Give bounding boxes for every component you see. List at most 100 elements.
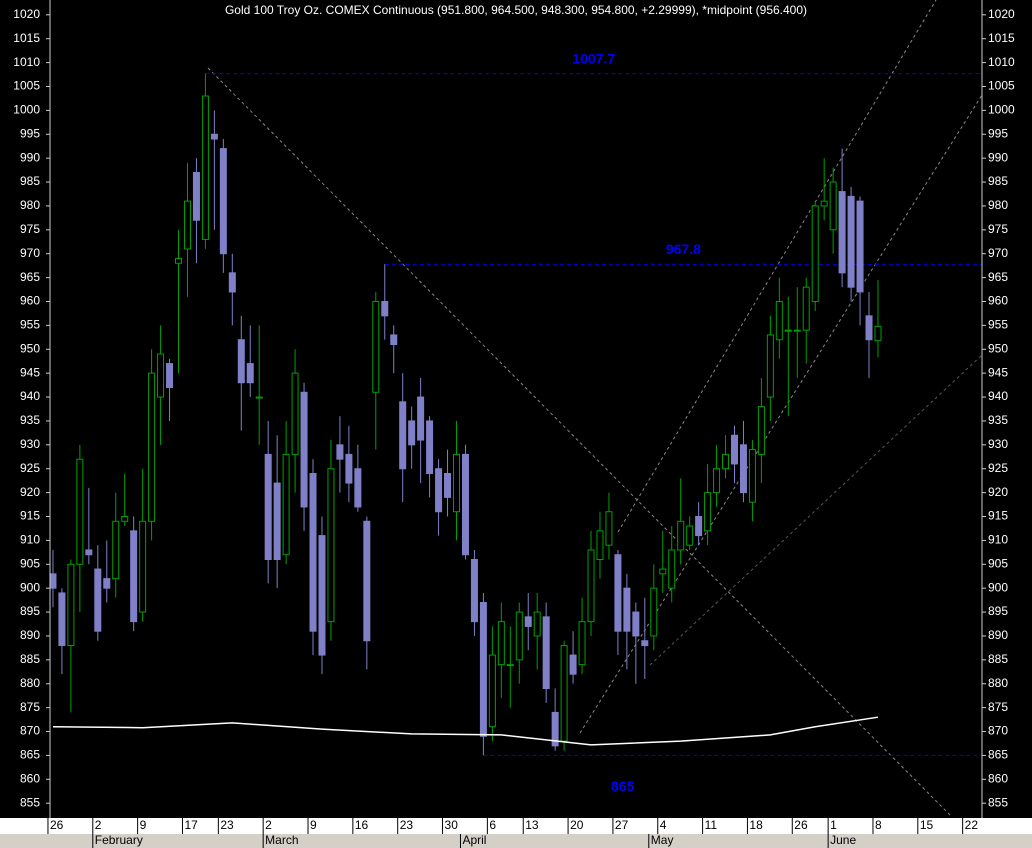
moving-average	[52, 716, 879, 746]
candle-body	[139, 520, 147, 613]
y-tick-label: 905	[20, 556, 40, 570]
candle-body	[856, 200, 864, 293]
y-tick-label-right: 960	[988, 294, 1008, 308]
y-tick-label: 1020	[13, 7, 40, 21]
candle-body	[345, 453, 353, 484]
y-tick-label: 995	[20, 126, 40, 140]
y-tick-label-right: 885	[988, 652, 1008, 666]
trend-line	[207, 67, 951, 816]
x-tick-label: 9	[310, 818, 317, 832]
y-tick-label: 1005	[13, 79, 40, 93]
y-tick-label: 925	[20, 461, 40, 475]
candle-body	[363, 520, 371, 642]
candle-body	[372, 300, 380, 393]
x-tick-label: 16	[355, 818, 369, 832]
candle-body	[605, 511, 613, 546]
candle-body	[695, 516, 703, 537]
candle-body	[587, 549, 595, 623]
candle-body	[632, 611, 640, 637]
x-tick-label: 17	[184, 818, 198, 832]
candle-body	[542, 616, 550, 690]
candle-body	[488, 654, 496, 728]
y-tick-label: 860	[20, 771, 40, 785]
y-tick-label: 950	[20, 341, 40, 355]
candle-body	[730, 434, 738, 465]
candle-body	[453, 453, 461, 513]
x-tick-label: 8	[875, 818, 882, 832]
candle-body	[623, 587, 631, 632]
y-tick-label-right: 995	[988, 126, 1008, 140]
y-tick-label: 880	[20, 676, 40, 690]
y-tick-label-right: 1000	[988, 103, 1015, 117]
candle-body	[67, 563, 75, 647]
candle-body	[318, 535, 326, 656]
candle-body	[838, 191, 846, 274]
y-tick-label-right: 955	[988, 318, 1008, 332]
candle-body	[847, 195, 855, 288]
y-tick-label: 940	[20, 389, 40, 403]
candle-body	[112, 520, 120, 580]
y-tick-label: 960	[20, 294, 40, 308]
candle-body	[300, 391, 308, 508]
candle-body	[390, 334, 398, 345]
y-tick-label: 935	[20, 413, 40, 427]
y-tick-label-right: 910	[988, 533, 1008, 547]
y-tick-label-right: 915	[988, 509, 1008, 523]
y-tick-label-right: 1010	[988, 55, 1015, 69]
candle-body	[578, 621, 586, 666]
x-tick-label: 6	[489, 818, 496, 832]
candle-body	[219, 148, 227, 255]
y-tick-label: 975	[20, 222, 40, 236]
candle-body	[309, 473, 317, 632]
candle-body	[722, 453, 730, 470]
y-tick-label: 890	[20, 628, 40, 642]
y-tick-label: 1010	[13, 55, 40, 69]
candle-body	[426, 420, 434, 475]
y-tick-label: 870	[20, 724, 40, 738]
candle-body	[354, 468, 362, 508]
candle-body	[327, 468, 335, 623]
candle-body	[121, 516, 129, 522]
candle-body	[793, 329, 801, 332]
candle-body	[829, 181, 837, 231]
y-tick-label: 855	[20, 795, 40, 809]
y-tick-label-right: 880	[988, 676, 1008, 690]
y-tick-label: 990	[20, 150, 40, 164]
trend-line	[649, 354, 983, 666]
y-tick-label: 1000	[13, 103, 40, 117]
candle-body	[264, 453, 272, 561]
y-tick-label-right: 860	[988, 771, 1008, 785]
y-tick-label-right: 990	[988, 150, 1008, 164]
y-tick-label: 895	[20, 604, 40, 618]
x-tick-label: 11	[705, 818, 718, 832]
candle-body	[228, 272, 236, 293]
month-label: March	[265, 833, 298, 847]
candle-body	[282, 453, 290, 556]
x-tick-label: 30	[445, 818, 459, 832]
x-tick-label: 22	[965, 818, 979, 832]
y-tick-label: 920	[20, 485, 40, 499]
candle-body	[596, 530, 604, 561]
candle-body	[659, 568, 667, 575]
x-axis: 26 2 9 17 23 2 9 16 23 30 6 13 20 27 4 11 18 26 1 8 15 22Febr…	[47, 818, 979, 848]
y-tick-label-right: 890	[988, 628, 1008, 642]
candle-body	[201, 95, 209, 240]
y-tick-label-right: 870	[988, 724, 1008, 738]
month-label: April	[462, 833, 486, 847]
candle-body	[157, 353, 165, 398]
y-tick-label-right: 985	[988, 174, 1008, 188]
candle-body	[381, 300, 389, 317]
candle-body	[614, 554, 622, 632]
candle-body	[865, 315, 873, 341]
x-tick-label: 27	[615, 818, 629, 832]
candle-body	[94, 568, 102, 632]
candle-body	[183, 200, 191, 250]
y-tick-label: 915	[20, 509, 40, 523]
y-tick-label-right: 1020	[988, 7, 1015, 21]
y-tick-label-right: 875	[988, 700, 1008, 714]
candle-body	[479, 602, 487, 737]
x-tick-label: 1	[830, 818, 837, 832]
candle-body	[336, 444, 344, 460]
